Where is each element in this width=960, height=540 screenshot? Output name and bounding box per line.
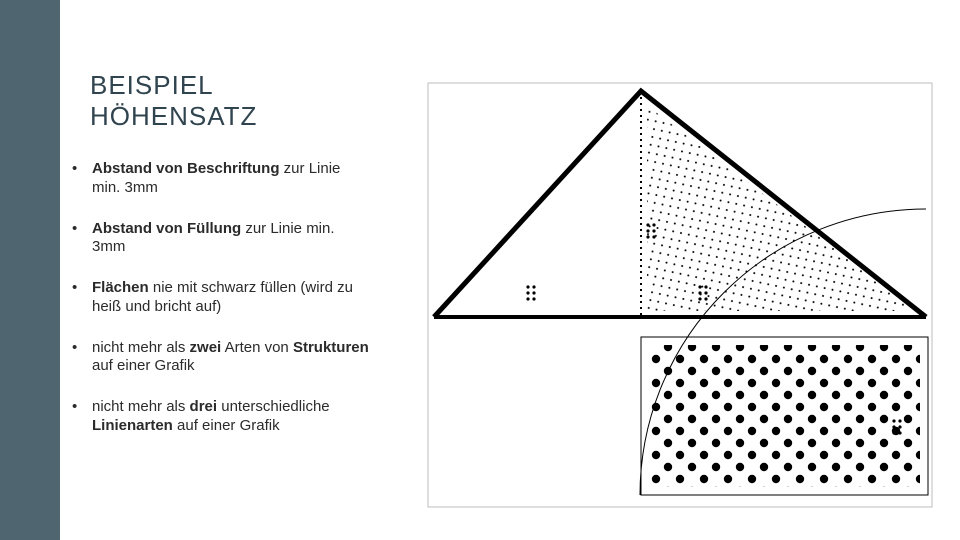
bullet-item: nicht mehr als zwei Arten von Strukturen… [70,339,370,377]
braille-label [526,285,535,300]
sidebar-accent [0,0,60,540]
title-line1: BEISPIEL [90,70,257,101]
title-line2: HÖHENSATZ [90,101,257,132]
bullet-item: nicht mehr als drei unterschiedliche Lin… [70,398,370,436]
bullet-list: Abstand von Beschriftung zur Linie min. … [70,160,370,458]
bullet-item: Flächen nie mit schwarz füllen (wird zu … [70,279,370,317]
geometry-figure [410,65,950,525]
bullet-ul: Abstand von Beschriftung zur Linie min. … [70,160,370,436]
slide-title: BEISPIEL HÖHENSATZ [90,70,257,132]
square-fill [649,345,920,487]
bullet-item: Abstand von Beschriftung zur Linie min. … [70,160,370,198]
bullet-item: Abstand von Füllung zur Linie min. 3mm [70,220,370,258]
